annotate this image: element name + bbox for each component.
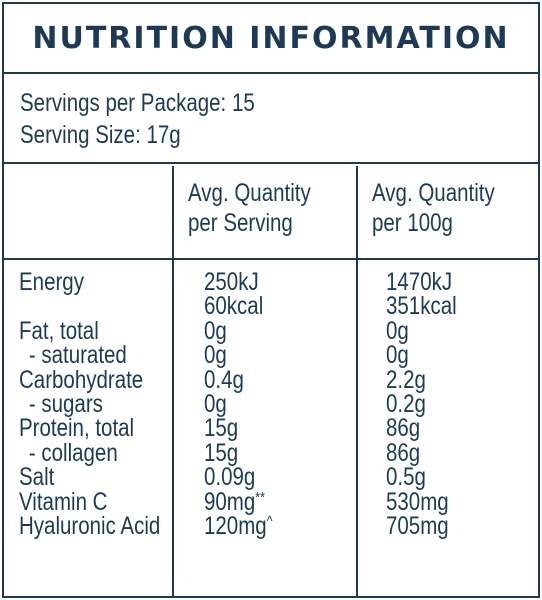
per-100g-value: 530mg xyxy=(386,487,449,516)
per-serving-value: 0g xyxy=(204,316,227,345)
header-per-serving: Avg. Quantity per Serving xyxy=(174,166,356,260)
per-100g-value: 0g xyxy=(386,341,409,370)
footnote-marker: ^ xyxy=(266,513,273,531)
nutrient-name: Energy xyxy=(19,268,84,296)
per-serving-value-row: 90mg** xyxy=(204,487,272,516)
nutrient-name: Hyaluronic Acid xyxy=(19,512,161,541)
nutrient-name: Vitamin C xyxy=(19,487,108,516)
per-serving-column: 250kJ 60kcal 0g 0g 0.4g 0g 15g 15g 0.09g… xyxy=(204,268,288,541)
per-100g-column: 1470kJ 351kcal 0g 0g 2.2g 0.2g 86g 86g 0… xyxy=(386,268,472,541)
per-serving-value: 15g xyxy=(204,414,239,443)
nutrient-name: Salt xyxy=(19,463,55,492)
per-100g-value: 86g xyxy=(386,414,421,443)
per-serving-value: 0.09g xyxy=(204,463,256,492)
serving-info: Servings per Package: 15 Serving Size: 1… xyxy=(4,74,538,164)
per-serving-value: 60kcal xyxy=(204,292,264,321)
header-per-100g-line1: Avg. Quantity xyxy=(372,179,495,207)
nutrient-names-column: Energy Fat, total - saturated Carbohydra… xyxy=(19,268,191,541)
per-100g-value: 1470kJ xyxy=(386,268,453,296)
header-per-100g-line2: per 100g xyxy=(372,209,453,237)
per-100g-value: 0.5g xyxy=(386,463,426,492)
per-100g-value: 2.2g xyxy=(386,365,426,394)
nutrient-name: Protein, total xyxy=(19,414,135,443)
per-100g-value: 351kcal xyxy=(386,292,457,321)
column-divider-1 xyxy=(172,166,174,596)
footnote-marker: ** xyxy=(255,488,265,506)
nutrient-name: - saturated xyxy=(28,341,127,370)
per-serving-value: 0.4g xyxy=(204,365,244,394)
header-per-serving-line2: per Serving xyxy=(188,209,293,237)
serving-size: Serving Size: 17g xyxy=(20,121,181,149)
per-serving-value: 120mg xyxy=(204,512,267,541)
nutrient-name: - sugars xyxy=(28,390,103,419)
per-100g-value: 705mg xyxy=(386,512,449,541)
per-100g-value: 0g xyxy=(386,316,409,345)
panel-title: NUTRITION INFORMATION xyxy=(4,4,538,74)
per-serving-value: 0g xyxy=(204,390,227,419)
per-serving-value: 0g xyxy=(204,341,227,370)
nutrient-name: Carbohydrate xyxy=(19,365,144,394)
per-serving-value-row: 120mg^ xyxy=(204,512,273,541)
header-nutrient-cell xyxy=(4,166,172,260)
per-serving-value: 90mg xyxy=(204,487,256,516)
nutrient-name xyxy=(19,294,160,318)
column-divider-2 xyxy=(356,166,358,596)
nutrient-name: - collagen xyxy=(28,438,118,467)
header-per-serving-line1: Avg. Quantity xyxy=(188,179,311,207)
per-100g-value: 0.2g xyxy=(386,390,426,419)
per-serving-value: 250kJ xyxy=(204,268,259,296)
servings-per-package: Servings per Package: 15 xyxy=(20,89,255,117)
per-serving-value: 15g xyxy=(204,438,239,467)
header-per-100g: Avg. Quantity per 100g xyxy=(358,166,538,260)
per-100g-value: 86g xyxy=(386,438,421,467)
nutrient-name: Fat, total xyxy=(19,316,99,345)
